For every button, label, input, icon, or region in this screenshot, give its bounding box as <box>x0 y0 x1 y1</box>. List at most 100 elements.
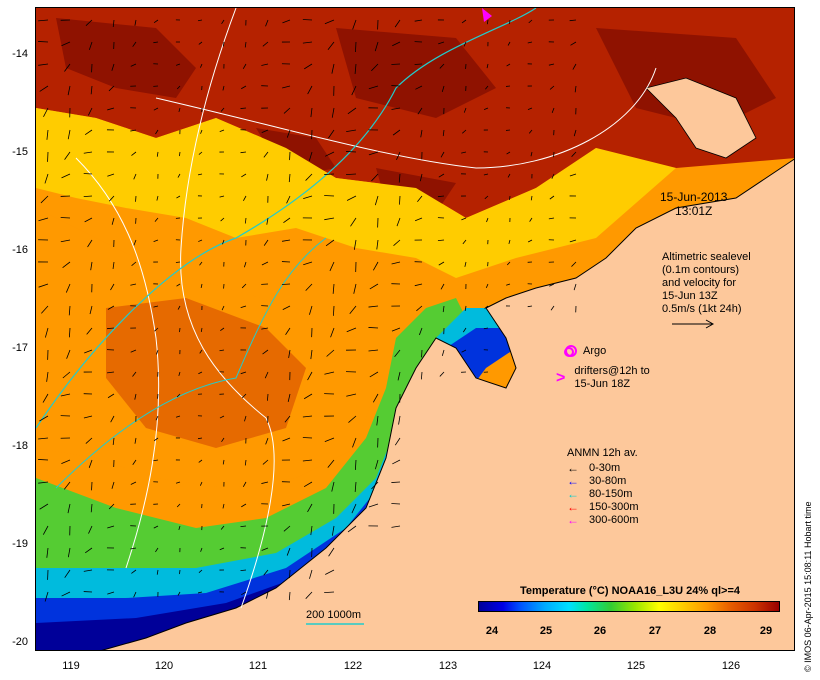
drifter-legend-icon: > <box>556 369 566 387</box>
velocity-vector <box>46 129 49 140</box>
velocity-vector <box>39 503 49 510</box>
velocity-vector <box>309 569 313 579</box>
blue-nearshore <box>36 328 516 643</box>
velocity-vector <box>368 305 379 308</box>
velocity-vector <box>324 217 335 221</box>
velocity-vector <box>244 415 247 422</box>
velocity-vector <box>551 173 555 179</box>
velocity-vector <box>346 195 357 201</box>
velocity-vector <box>305 591 313 599</box>
velocity-vector <box>310 525 313 536</box>
velocity-vector <box>68 327 71 338</box>
lat-tick: -18 <box>12 440 28 452</box>
velocity-vector <box>200 547 203 552</box>
velocity-vector <box>286 547 291 556</box>
velocity-vector <box>392 41 401 47</box>
velocity-vector <box>461 151 467 154</box>
velocity-vector <box>84 349 93 354</box>
velocity-vector <box>38 41 49 43</box>
isobath-legend-line <box>306 623 364 625</box>
velocity-vector <box>240 151 247 154</box>
velocity-vector <box>282 503 291 507</box>
velocity-vector <box>84 217 93 223</box>
velocity-vector <box>392 459 401 465</box>
velocity-vector <box>368 349 379 352</box>
velocity-vector <box>178 371 181 377</box>
velocity-vector <box>464 305 467 311</box>
velocity-vector <box>222 85 225 91</box>
velocity-vector <box>307 503 313 513</box>
arrow-left-icon: ← <box>567 474 579 488</box>
velocity-vector <box>324 195 335 197</box>
velocity-vector <box>39 85 49 92</box>
velocity-vector <box>219 415 225 419</box>
velocity-vector <box>287 393 291 402</box>
velocity-vector <box>281 239 291 242</box>
velocity-vector <box>442 305 445 313</box>
velocity-vector <box>66 349 71 359</box>
velocity-vector <box>391 261 401 265</box>
velocity-vector <box>85 437 93 444</box>
velocity-vector <box>369 371 379 378</box>
velocity-vector <box>88 459 93 468</box>
land-mass <box>103 159 794 650</box>
anmn-row: ← 150-300m <box>567 501 639 514</box>
velocity-vector <box>570 41 577 46</box>
velocity-vector <box>242 63 247 69</box>
velocity-vector <box>307 371 313 381</box>
sst-map[interactable] <box>35 7 795 651</box>
velocity-vector <box>200 63 203 68</box>
velocity-vector <box>394 437 401 446</box>
warm-water-north <box>36 8 794 218</box>
velocity-vector <box>107 525 115 529</box>
velocity-vector <box>111 217 115 225</box>
velocity-vector <box>374 41 379 52</box>
velocity-vector <box>333 305 335 316</box>
velocity-vector <box>331 481 335 492</box>
velocity-vector <box>134 393 137 400</box>
velocity-vector <box>266 217 269 225</box>
isobath-1000 <box>55 237 327 489</box>
velocity-vector <box>548 217 555 220</box>
velocity-vector <box>222 459 225 465</box>
velocity-vector <box>240 305 247 308</box>
velocity-vector <box>354 459 357 470</box>
velocity-vector <box>240 371 247 375</box>
velocity-vector <box>107 305 115 310</box>
velocity-vector <box>509 19 511 25</box>
colorbar-tick: 26 <box>593 625 607 637</box>
velocity-vector <box>38 437 49 440</box>
velocity-vector <box>414 19 423 22</box>
colorbar-tick: 25 <box>539 625 553 637</box>
velocity-vector <box>437 239 445 242</box>
velocity-vector <box>391 525 401 528</box>
velocity-vector <box>61 173 71 179</box>
velocity-vector <box>328 129 335 139</box>
velocity-vector <box>368 503 379 508</box>
argo-legend: Argo <box>565 345 606 358</box>
velocity-vector <box>198 459 203 463</box>
velocity-vector <box>155 129 159 135</box>
velocity-vector <box>60 239 71 243</box>
velocity-vector <box>348 415 357 423</box>
velocity-vector <box>64 63 71 72</box>
velocity-vector <box>332 283 335 294</box>
drifters-label-line1: drifters@12h to <box>574 365 650 377</box>
velocity-vector <box>573 283 577 291</box>
map-time-line: 13:01Z <box>675 204 713 218</box>
velocity-vector <box>462 327 467 333</box>
velocity-vector <box>219 349 225 352</box>
velocity-vector <box>261 261 269 266</box>
velocity-vector <box>87 239 93 248</box>
velocity-vector <box>463 107 467 113</box>
velocity-vector <box>369 283 379 290</box>
velocity-vector <box>241 591 247 596</box>
lon-tick: 120 <box>154 660 174 672</box>
velocity-vector <box>527 239 533 243</box>
velocity-vector <box>220 217 225 222</box>
velocity-vector <box>40 195 49 204</box>
velocity-vector <box>305 283 313 291</box>
velocity-vector <box>549 283 555 287</box>
velocity-vector <box>284 415 291 423</box>
velocity-vector <box>111 481 115 489</box>
